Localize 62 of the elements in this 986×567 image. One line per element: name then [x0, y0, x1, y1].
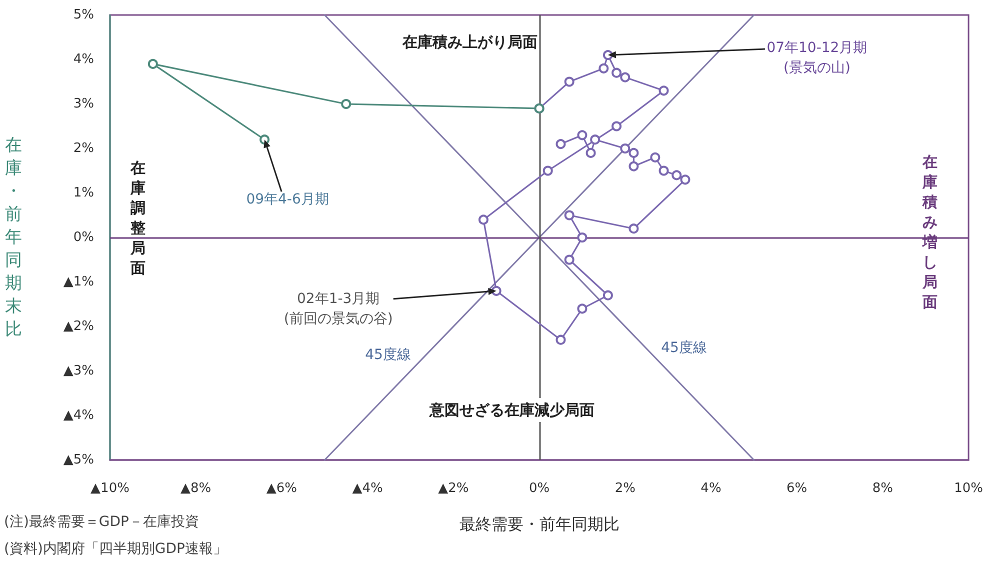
x-tick-label: ▲4% [352, 481, 383, 496]
y-tick-label: 1% [73, 186, 94, 200]
point [620, 72, 630, 82]
point [564, 76, 574, 87]
point [650, 152, 660, 162]
point [590, 134, 600, 145]
x-tick-label: 4% [700, 481, 722, 496]
x-tick-label: ▲2% [438, 481, 469, 496]
point [148, 58, 158, 69]
point [556, 334, 566, 345]
text: (資料)内閣府「四半期別GDP速報」 [4, 541, 227, 557]
x-tick-label: 8% [872, 481, 894, 496]
point [628, 161, 639, 172]
point [620, 144, 630, 154]
x-axis-title: 最終需要・前年同期比 [459, 514, 620, 534]
annotation: 02年1-3月期 (前回の景気の谷) [284, 290, 393, 327]
point [556, 139, 566, 150]
point [672, 170, 682, 180]
y-tick-label: ▲2% [63, 319, 94, 334]
point [564, 210, 574, 220]
x-tick-label: ▲6% [266, 481, 298, 496]
annotation: 45度線 [365, 347, 411, 363]
point [542, 166, 553, 176]
point [577, 304, 588, 314]
y-tick-label: 5% [73, 8, 94, 22]
point [586, 148, 596, 158]
text: 在庫・前年同期末比 [5, 136, 22, 340]
annotation: 07年10-12月期 (景気の山) [766, 40, 868, 76]
annotation: 45度線 [661, 340, 707, 356]
point [628, 148, 639, 158]
annotation: 在庫積み上がり局面 [402, 33, 538, 51]
text: (注)最終需要＝GDP－在庫投資 [4, 514, 199, 530]
annotation: 09年4-6月期 [246, 192, 329, 208]
point [612, 68, 622, 78]
y-tick-label: 0% [73, 230, 94, 245]
point [598, 63, 609, 74]
x-tick-label: 2% [614, 481, 636, 496]
x-tick-label: ▲10% [90, 481, 130, 496]
annotation: 在庫調整局面 [130, 159, 146, 277]
y-tick-label: ▲3% [63, 364, 94, 378]
point [658, 86, 669, 96]
point [602, 290, 613, 300]
x-tick-label: 6% [786, 481, 808, 496]
point [577, 130, 588, 140]
point [612, 121, 622, 132]
y-tick-label: ▲1% [63, 274, 94, 290]
point [577, 232, 588, 242]
y-tick-label: ▲4% [63, 408, 94, 423]
y-tick-label: ▲5% [63, 452, 94, 468]
point [628, 224, 639, 234]
x-tick-label: 10% [954, 481, 984, 496]
annotation: 意図せざる在庫減少局面 [428, 401, 594, 419]
point [680, 174, 690, 185]
point [564, 254, 574, 265]
point [478, 214, 488, 225]
point [341, 99, 352, 109]
x-tick-label: 0% [528, 481, 550, 496]
x-tick-label: ▲8% [180, 481, 212, 496]
y-tick-label: 4% [73, 52, 94, 67]
y-tick-label: 2% [73, 141, 94, 156]
point [658, 166, 669, 176]
y-tick-label: 3% [73, 96, 94, 112]
